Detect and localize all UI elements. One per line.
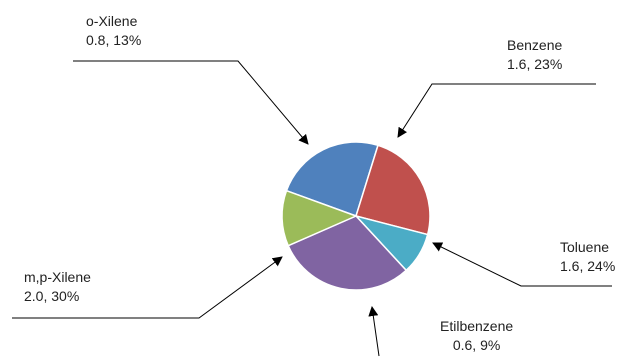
leader-line-mp-xilene xyxy=(12,256,283,319)
leader-line-benzene xyxy=(397,83,596,138)
leader-line-etilbenzene xyxy=(368,306,380,357)
leader-line-o-xilene xyxy=(73,60,309,145)
slice-name-etilbenzene: Etilbenzene xyxy=(440,318,514,334)
slice-value-toluene: 1.6, 24% xyxy=(560,258,616,274)
pie-slice-benzene xyxy=(285,141,379,217)
slice-label-benzene: Benzene 1.6, 23% xyxy=(507,36,562,74)
slice-value-benzene: 1.6, 23% xyxy=(507,56,563,72)
slice-name-o-xilene: o-Xilene xyxy=(86,13,138,29)
leader-line-toluene xyxy=(432,242,612,287)
slice-value-o-xilene: 0.8, 13% xyxy=(86,32,142,48)
pie-slice-toluene xyxy=(355,144,431,236)
pie-slice-m-p-xilene xyxy=(287,215,408,291)
slice-name-toluene: Toluene xyxy=(560,239,610,255)
slice-label-mp-xilene: m,p-Xilene 2.0, 30% xyxy=(24,268,91,306)
slice-label-o-xilene: o-Xilene 0.8, 13% xyxy=(86,12,141,50)
slice-value-etilbenzene: 0.6, 9% xyxy=(452,337,501,353)
slice-value-mp-xilene: 2.0, 30% xyxy=(24,288,80,304)
slice-label-toluene: Toluene 1.6, 24% xyxy=(560,238,615,276)
pie-slice-o-xilene xyxy=(281,189,359,247)
slice-name-benzene: Benzene xyxy=(507,37,563,53)
slice-name-mp-xilene: m,p-Xilene xyxy=(24,269,91,285)
slice-label-etilbenzene: Etilbenzene 0.6, 9% xyxy=(440,317,513,355)
